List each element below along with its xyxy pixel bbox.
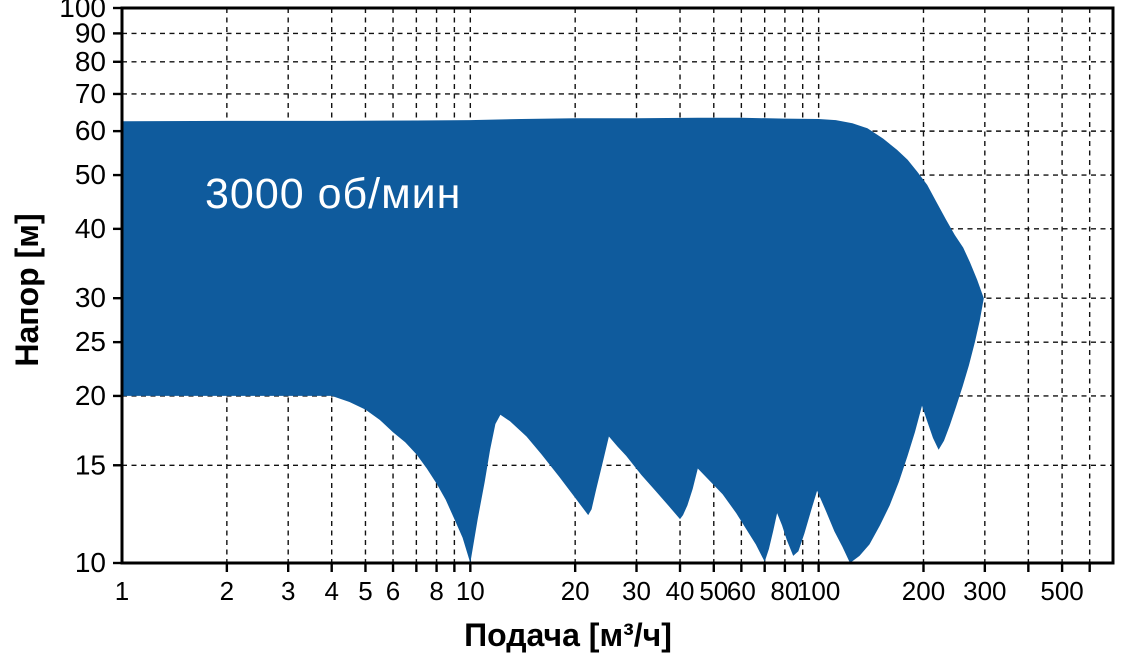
x-tick-label: 30: [622, 576, 651, 606]
x-tick-label: 4: [324, 576, 338, 606]
x-tick-label: 50: [699, 576, 728, 606]
operating-range-area: [122, 117, 984, 564]
y-tick-label: 100: [59, 0, 106, 23]
rpm-annotation: 3000 об/мин: [205, 170, 461, 218]
y-axis-title: Напор [м]: [9, 213, 45, 366]
plot-frame: [120, 6, 1115, 565]
x-tick-label: 2: [220, 576, 234, 606]
x-tick-label: 300: [963, 576, 1006, 606]
y-tick-label: 20: [75, 380, 106, 411]
y-tick-label: 40: [75, 213, 106, 244]
y-tick-label: 25: [75, 326, 106, 357]
x-tick-label: 6: [386, 576, 400, 606]
x-axis-title: Подача [м³/ч]: [464, 617, 672, 653]
x-tick-label: 200: [902, 576, 945, 606]
x-tick-label: 40: [666, 576, 695, 606]
x-tick-label: 1: [115, 576, 129, 606]
x-tick-label: 20: [561, 576, 590, 606]
x-tick-label: 100: [797, 576, 840, 606]
x-tick-label: 80: [770, 576, 799, 606]
y-tick-label: 50: [75, 159, 106, 190]
x-tick-label: 8: [429, 576, 443, 606]
y-tick-label: 10: [75, 547, 106, 578]
y-tick-label: 90: [75, 17, 106, 48]
x-tick-label: 3: [281, 576, 295, 606]
x-tick-label: 500: [1040, 576, 1083, 606]
x-tick-label: 5: [358, 576, 372, 606]
y-tick-label: 80: [75, 46, 106, 77]
y-tick-label: 60: [75, 115, 106, 146]
x-tick-label: 60: [727, 576, 756, 606]
x-tick-label: 10: [456, 576, 485, 606]
y-tick-label: 70: [75, 78, 106, 109]
y-tick-label: 30: [75, 282, 106, 313]
y-tick-label: 15: [75, 449, 106, 480]
